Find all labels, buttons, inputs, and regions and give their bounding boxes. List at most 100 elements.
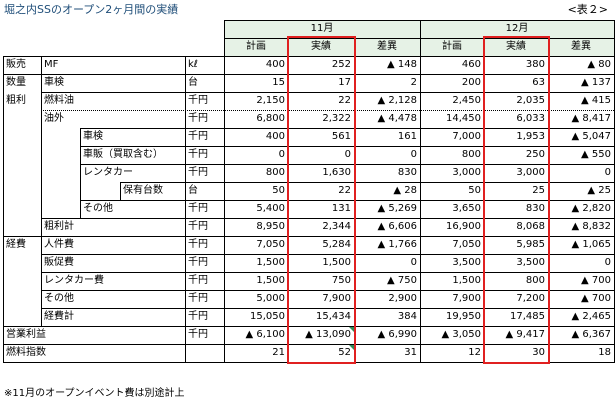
row-label: レンタカー [83, 167, 133, 178]
table-cell: 3,000 [516, 167, 545, 178]
table-cell: 22 [338, 95, 351, 106]
grid-line [3, 344, 615, 345]
table-cell: 3,000 [452, 167, 481, 178]
footnote: ※11月のオープンイベント費は別途計上 [4, 388, 185, 399]
table-cell: 1,500 [256, 257, 285, 268]
table-cell: ▲ 4,478 [377, 113, 418, 124]
row-group-label: 粗利 [6, 95, 26, 106]
table-cell: 30 [532, 347, 545, 358]
row-label: 経費計 [44, 311, 74, 322]
table-cell: 17 [338, 77, 351, 88]
table-cell: 800 [461, 149, 481, 160]
table-cell: 250 [525, 149, 545, 160]
column-header: 計画 [246, 41, 266, 52]
table-cell: 400 [265, 131, 285, 142]
grid-line [41, 218, 615, 219]
table-cell: 5,000 [256, 293, 285, 304]
table-cell: 2,450 [452, 95, 481, 106]
grid-line [80, 200, 615, 201]
grid-line [3, 56, 4, 363]
table-cell: ▲ 6,367 [571, 329, 612, 340]
table-cell: ▲ 148 [387, 59, 417, 70]
table-cell: 8,068 [516, 221, 545, 232]
grid-line [420, 20, 421, 363]
table-cell: 1,953 [516, 131, 545, 142]
table-cell: 3,650 [452, 203, 481, 214]
row-group-label: 販売 [6, 59, 26, 70]
table-cell: ▲ 750 [387, 275, 417, 286]
table-cell: 1,630 [322, 167, 351, 178]
table-cell: 750 [331, 275, 351, 286]
table-cell: ▲ 80 [587, 59, 611, 70]
grid-line [224, 20, 615, 21]
table-cell: 2,344 [322, 221, 351, 232]
row-label: レンタカー費 [44, 275, 104, 286]
unit-cell: 千円 [188, 329, 208, 340]
unit-cell: 千円 [188, 239, 208, 250]
table-cell: 1,500 [256, 275, 285, 286]
grid-line [120, 182, 121, 201]
grid-line [41, 272, 615, 273]
table-cell: 16,900 [446, 221, 481, 232]
table-cell: 0 [344, 149, 351, 160]
unit-cell: 千円 [188, 149, 208, 160]
row-label: その他 [83, 203, 113, 214]
comment-marker-icon [349, 327, 354, 332]
table-cell: 7,900 [322, 293, 351, 304]
table-cell: ▲ 6,100 [245, 329, 286, 340]
grid-line [41, 308, 615, 309]
table-cell: 3,500 [452, 257, 481, 268]
dotted-divider [41, 110, 614, 111]
table-cell: 252 [331, 59, 351, 70]
grid-line [41, 92, 615, 93]
unit-cell: 千円 [188, 131, 208, 142]
table-cell: 8,950 [256, 221, 285, 232]
table-cell: ▲ 8,417 [571, 113, 612, 124]
table-cell: ▲ 25 [587, 185, 611, 196]
table-cell: 22 [338, 185, 351, 196]
actual-nov-highlight [287, 36, 356, 364]
table-cell: 800 [265, 167, 285, 178]
table-cell: 14,450 [446, 113, 481, 124]
table-cell: 17,485 [510, 311, 545, 322]
table-cell: 131 [331, 203, 351, 214]
table-cell: 18 [598, 347, 611, 358]
table-cell: 1,500 [322, 257, 351, 268]
table-cell: 384 [397, 311, 417, 322]
grid-line [41, 290, 615, 291]
row-label: 販促費 [44, 257, 74, 268]
row-label: 粗利計 [44, 221, 74, 232]
grid-line [3, 236, 615, 237]
table-cell: 561 [331, 131, 351, 142]
table-cell: 21 [272, 347, 285, 358]
table-cell: 12 [468, 347, 481, 358]
table-cell: 25 [532, 185, 545, 196]
table-cell: ▲ 8,832 [571, 221, 612, 232]
row-label: 車検 [44, 77, 64, 88]
table-cell: ▲ 5,269 [377, 203, 418, 214]
row-label: MF [44, 59, 59, 70]
column-header: 実績 [311, 41, 331, 52]
table-cell: ▲ 700 [581, 275, 611, 286]
table-cell: 7,000 [452, 131, 481, 142]
table-cell: ▲ 700 [581, 293, 611, 304]
table-cell: 2,035 [516, 95, 545, 106]
table-cell: 63 [532, 77, 545, 88]
row-group-label: 経費 [6, 239, 26, 250]
grid-line [80, 128, 615, 129]
month-header-nov: 11月 [310, 23, 334, 34]
table-cell: ▲ 2,128 [377, 95, 418, 106]
table-cell: 7,900 [452, 293, 481, 304]
table-cell: 15 [272, 77, 285, 88]
table-cell: 5,284 [322, 239, 351, 250]
unit-cell: 千円 [188, 203, 208, 214]
column-header: 実績 [506, 41, 526, 52]
unit-cell: 台 [188, 185, 198, 196]
grid-line [120, 182, 615, 183]
table-cell: 0 [604, 167, 611, 178]
unit-cell: 千円 [188, 275, 208, 286]
table-cell: ▲ 1,065 [571, 239, 612, 250]
table-cell: ▲ 550 [581, 149, 611, 160]
row-label: 油外 [44, 113, 64, 124]
grid-line [185, 56, 186, 363]
